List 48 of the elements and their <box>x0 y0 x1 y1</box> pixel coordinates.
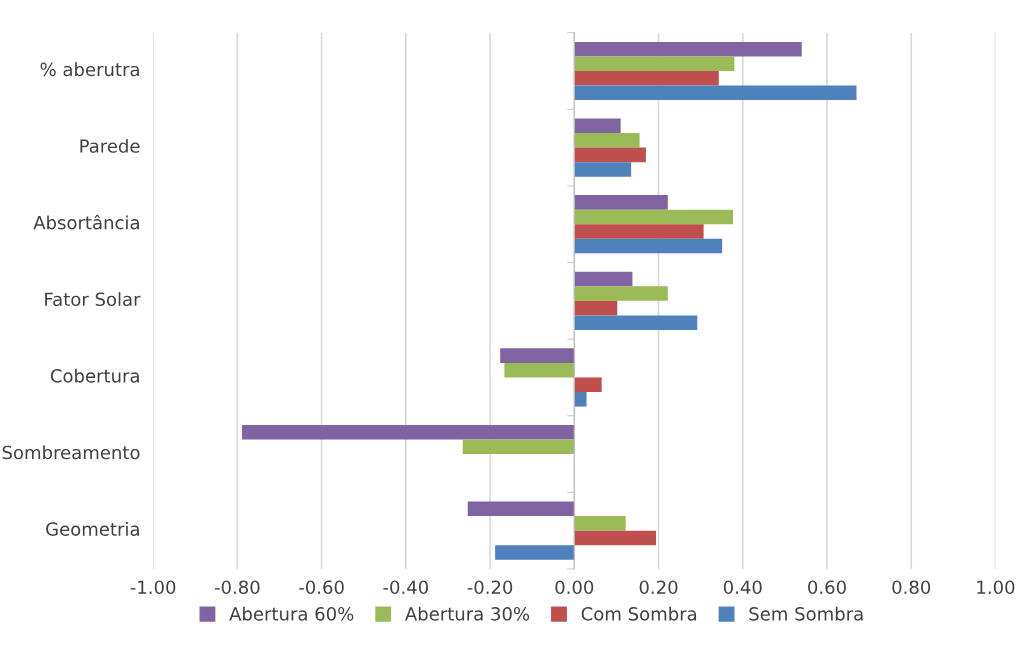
bar <box>504 362 575 378</box>
bar <box>574 392 587 407</box>
x-tick-label: -1.00 <box>130 580 176 595</box>
x-tick-label: 0.20 <box>639 580 678 595</box>
x-tick-label: -0.80 <box>214 580 260 595</box>
x-tick-label: 0.40 <box>723 580 762 595</box>
bar <box>467 501 575 517</box>
bar <box>495 545 575 560</box>
bar <box>500 348 575 363</box>
x-tick-label: -0.60 <box>299 580 344 595</box>
bar <box>574 377 602 393</box>
bar <box>574 195 668 210</box>
bar <box>574 315 698 330</box>
legend-label: Sem Sombra <box>749 606 863 621</box>
bar <box>574 516 626 531</box>
x-tick-label: 0.00 <box>555 580 594 595</box>
y-tick-label: Fator Solar <box>45 292 141 307</box>
legend-label: Abertura 30% <box>405 606 530 621</box>
y-tick-label: Geometria <box>46 521 139 536</box>
bar <box>574 286 668 301</box>
legend-label: Abertura 60% <box>229 606 354 621</box>
x-tick-label: 0.80 <box>892 580 931 595</box>
bar <box>242 424 575 440</box>
x-tick-label: 0.60 <box>808 580 846 595</box>
bar <box>574 56 735 72</box>
bar <box>574 147 646 163</box>
x-tick-label: 1.00 <box>977 580 1015 595</box>
legend-label: Com Sombra <box>581 606 697 621</box>
bar <box>462 439 575 455</box>
bar <box>574 162 632 177</box>
bar <box>574 118 621 134</box>
y-tick-label: Parede <box>80 138 140 153</box>
y-tick-label: % aberutra <box>40 62 139 77</box>
y-tick-label: Sombreamento <box>2 445 140 460</box>
y-tick-label: Cobertura <box>50 368 139 383</box>
bar <box>574 133 640 148</box>
bar <box>574 271 633 287</box>
bar <box>574 85 857 101</box>
bar <box>574 224 704 239</box>
bar <box>574 209 734 225</box>
y-tick-label: Absortância <box>33 214 139 230</box>
bar <box>574 530 657 546</box>
bar <box>574 238 723 254</box>
x-tick-label: -0.20 <box>467 580 513 595</box>
bar <box>574 41 802 57</box>
bar <box>574 71 719 86</box>
x-tick-label: -0.40 <box>383 580 429 595</box>
bar <box>574 300 618 316</box>
